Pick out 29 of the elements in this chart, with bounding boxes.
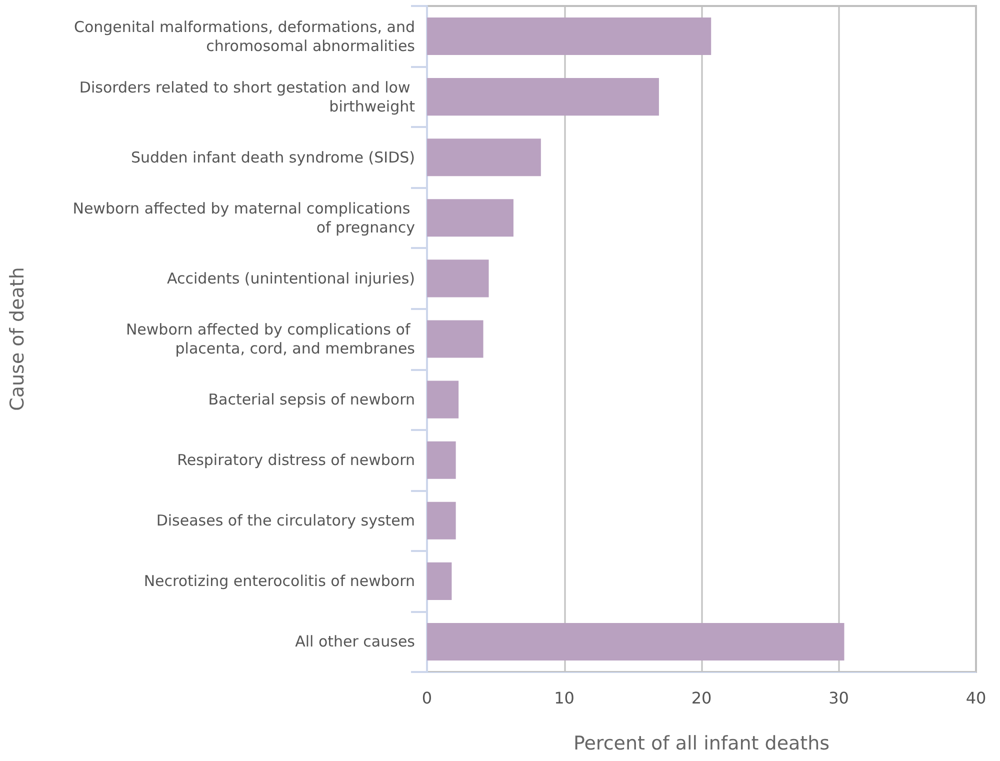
x-tick-label: 10: [554, 688, 574, 708]
y-tick-label: Disorders related to short gestation and low birthweight: [79, 78, 416, 116]
bar: [427, 502, 456, 540]
bar: [427, 138, 541, 176]
bar: [427, 320, 484, 358]
bar: [427, 18, 712, 56]
bar: [427, 562, 452, 600]
x-tick-label: 30: [828, 688, 849, 708]
x-tick-label: 0: [422, 688, 432, 708]
y-tick-label: Diseases of the circulatory system: [156, 512, 415, 530]
x-tick-label: 20: [691, 688, 712, 708]
y-tick-label: Necrotizing enterocolitis of newborn: [144, 572, 415, 590]
bar: [427, 441, 456, 479]
y-tick-label: Sudden infant death syndrome (SIDS): [130, 148, 415, 166]
y-tick-label: All other causes: [295, 632, 416, 651]
bar: [427, 380, 459, 418]
y-tick-label: Accidents (unintentional injuries): [167, 269, 415, 288]
y-axis-title: Cause of death: [6, 267, 28, 411]
y-tick-label: Respiratory distress of newborn: [177, 451, 415, 470]
y-tick-label: Newborn affected by maternal complications of pregnancy: [72, 199, 416, 236]
bar: [427, 622, 844, 660]
bar: [427, 199, 514, 237]
y-tick-label: Newborn affected by complications of placenta, cord, and membranes: [126, 320, 416, 358]
bar: [427, 78, 659, 116]
x-tick-label: 40: [966, 688, 986, 708]
y-tick-label: Bacterial sepsis of newborn: [208, 390, 415, 409]
bar: [427, 260, 489, 298]
y-tick-label: Congenital malformations, deformations, and chromosomal abnormalities: [74, 18, 416, 55]
x-axis-title: Percent of all infant deaths: [573, 732, 830, 754]
